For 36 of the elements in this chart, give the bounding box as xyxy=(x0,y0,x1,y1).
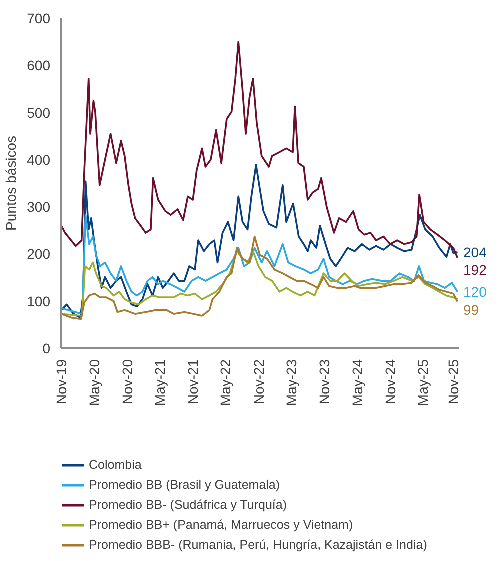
legend-label: Promedio BB+ (Panamá, Marruecos y Vietnam) xyxy=(89,518,354,532)
y-axis-title: Puntos básicos xyxy=(3,136,20,231)
y-tick-label: 700 xyxy=(27,10,51,26)
y-tick-label: 500 xyxy=(27,104,51,121)
x-tick-label: Nov-24 xyxy=(382,359,398,405)
legend-label: Promedio BBB- (Rumania, Perú, Hungría, Kazajistán e India) xyxy=(89,538,428,552)
x-tick-label: May-23 xyxy=(283,359,300,406)
y-tick-label: 200 xyxy=(27,246,51,262)
line-series xyxy=(62,214,459,315)
x-tick-label: Nov-23 xyxy=(316,359,332,405)
x-tick-label: May-25 xyxy=(414,359,431,406)
x-tick-label: May-22 xyxy=(218,359,234,406)
line-series xyxy=(62,236,459,320)
y-tick-label: 300 xyxy=(27,199,51,216)
x-tick-label: May-20 xyxy=(86,359,102,406)
line-series xyxy=(62,41,459,259)
data-label: 99 xyxy=(464,302,480,318)
x-tick-label: Nov-22 xyxy=(250,359,267,405)
legend-label: Promedio BB (Brasil y Guatemala) xyxy=(89,478,280,492)
data-label: 120 xyxy=(464,284,488,300)
x-tick-label: Nov-20 xyxy=(119,359,136,405)
y-tick-label: 0 xyxy=(42,340,51,356)
y-tick-label: 600 xyxy=(27,58,51,74)
legend-label: Colombia xyxy=(89,458,142,472)
legend-label: Promedio BB- (Sudáfrica y Turquía) xyxy=(89,498,287,512)
data-label: 192 xyxy=(464,262,488,278)
y-tick-label: 400 xyxy=(27,152,51,168)
data-label: 204 xyxy=(464,244,488,260)
x-tick-label: Nov-21 xyxy=(185,359,202,405)
y-tick-label: 100 xyxy=(27,293,51,310)
x-tick-label: May-24 xyxy=(349,359,366,406)
x-tick-label: Nov-19 xyxy=(54,359,70,405)
x-tick-label: May-21 xyxy=(152,359,168,406)
x-tick-label: Nov-25 xyxy=(446,359,462,405)
line-series xyxy=(62,250,459,317)
line-series xyxy=(62,164,459,319)
